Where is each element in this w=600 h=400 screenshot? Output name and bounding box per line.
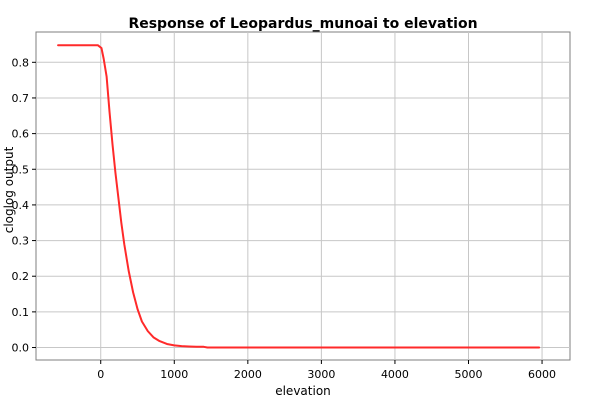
x-tick-label: 4000: [381, 368, 409, 381]
y-tick-label: 0.2: [12, 270, 30, 283]
x-axis-ticks: 0 1000 2000 3000 4000 5000 6000: [97, 360, 556, 381]
y-tick-label: 0.6: [12, 128, 30, 141]
x-tick-label: 1000: [160, 368, 188, 381]
y-tick-label: 0.3: [12, 235, 30, 248]
plot-area: [35, 31, 571, 361]
y-tick-label: 0.0: [12, 342, 30, 355]
series-layer: [57, 44, 541, 349]
x-tick-label: 3000: [307, 368, 335, 381]
x-tick-label: 5000: [454, 368, 482, 381]
y-axis-ticks: 0.0 0.1 0.2 0.3 0.4 0.5 0.6 0.7 0.8: [12, 56, 36, 355]
y-tick-label: 0.5: [12, 163, 30, 176]
y-tick-label: 0.7: [12, 92, 30, 105]
y-tick-label: 0.8: [12, 56, 30, 69]
y-tick-label: 0.1: [12, 306, 30, 319]
grid-layer: [36, 32, 570, 360]
x-tick-label: 6000: [528, 368, 556, 381]
y-axis-label: cloglog output: [2, 146, 16, 233]
y-tick-label: 0.4: [12, 199, 30, 212]
response-curve-line: [57, 44, 541, 349]
x-axis-label: elevation: [275, 384, 331, 398]
x-tick-label: 2000: [234, 368, 262, 381]
x-tick-label: 0: [97, 368, 104, 381]
chart-title: Response of Leopardus_munoai to elevatio…: [128, 16, 477, 32]
